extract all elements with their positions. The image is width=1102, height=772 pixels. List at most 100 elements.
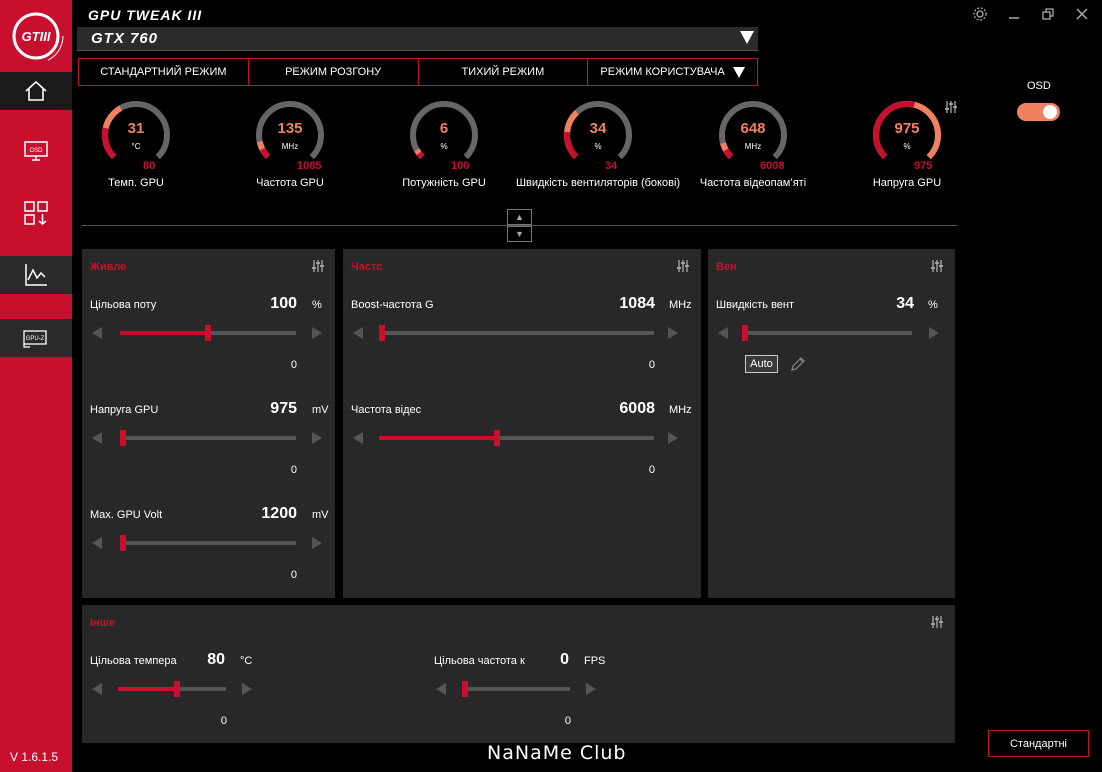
frequency-settings-icon[interactable] (676, 259, 690, 273)
fan-auto-button[interactable]: Auto (745, 355, 778, 373)
slider-decrease-arrow-icon[interactable] (353, 327, 363, 339)
slider-track[interactable] (742, 325, 912, 341)
slider-thumb[interactable] (120, 535, 126, 551)
gpuz-icon: GPU-Z (23, 330, 47, 348)
slider-fill (118, 687, 177, 691)
slider-value[interactable]: 80 (207, 651, 225, 668)
gauge-unit: MHz (281, 142, 299, 151)
mode-silent[interactable]: ТИХИЙ РЕЖИМ (418, 58, 589, 86)
window-controls (972, 6, 1090, 22)
slider-thumb[interactable] (742, 325, 748, 341)
gauge-ring (873, 101, 941, 169)
slider-increase-arrow-icon[interactable] (586, 683, 596, 695)
slider-row: Швидкість вент 34% (708, 295, 955, 389)
slider-decrease-arrow-icon[interactable] (92, 432, 102, 444)
expand-up-icon[interactable]: ▲ (507, 209, 532, 225)
slider-value[interactable]: 975 (270, 400, 297, 417)
other-panel-title: Інше (90, 617, 115, 629)
nav-monitor[interactable] (0, 256, 72, 294)
slider-value[interactable]: 6008 (619, 400, 655, 417)
slider-track[interactable] (120, 325, 296, 341)
slider-value[interactable]: 34 (896, 295, 914, 312)
slider-increase-arrow-icon[interactable] (242, 683, 252, 695)
restore-icon[interactable] (1040, 6, 1056, 22)
gauge-ring (409, 101, 478, 169)
power-panel: Живле Цільова поту 100% 0 Напруга GPU 975 mV 0… (82, 249, 335, 598)
slider-increase-arrow-icon[interactable] (312, 327, 322, 339)
minimize-icon[interactable] (1006, 6, 1022, 22)
slider-decrease-arrow-icon[interactable] (718, 327, 728, 339)
slider-fill (120, 331, 208, 335)
slider-unit: FPS (584, 655, 606, 667)
slider-decrease-arrow-icon[interactable] (353, 432, 363, 444)
osd-toggle[interactable] (1017, 103, 1060, 121)
slider-unit: % (928, 299, 938, 311)
slider-track[interactable] (462, 681, 570, 697)
slider-thumb[interactable] (205, 325, 211, 341)
slider-subvalue: 0 (290, 464, 297, 476)
gauge-label: Темп. GPU (108, 177, 164, 189)
slider-track[interactable] (379, 325, 654, 341)
slider-increase-arrow-icon[interactable] (668, 327, 678, 339)
slider-thumb[interactable] (174, 681, 180, 697)
settings-gear-icon[interactable] (972, 6, 988, 22)
slider-thumb[interactable] (120, 430, 126, 446)
gauge-3: 34% 34 (543, 96, 653, 196)
collapse-down-icon[interactable]: ▼ (507, 226, 532, 242)
slider-decrease-arrow-icon[interactable] (92, 683, 102, 695)
slider-increase-arrow-icon[interactable] (312, 537, 322, 549)
slider-increase-arrow-icon[interactable] (668, 432, 678, 444)
slider-subvalue: 0 (290, 359, 297, 371)
gauges-settings-icon[interactable] (944, 100, 958, 114)
slider-label: Цільова поту (90, 299, 157, 311)
slider-increase-arrow-icon[interactable] (312, 432, 322, 444)
gauge-max: 6008 (760, 160, 785, 172)
gauge-label: Напруга GPU (872, 177, 942, 189)
slider-value[interactable]: 1084 (619, 295, 655, 312)
slider-thumb[interactable] (462, 681, 468, 697)
slider-decrease-arrow-icon[interactable] (436, 683, 446, 695)
gauge-1: 135 MHz 1085 (235, 96, 345, 196)
slider-value[interactable]: 100 (270, 295, 297, 312)
gauge-ring (255, 101, 324, 169)
gauge-unit: % (903, 142, 911, 151)
slider-thumb[interactable] (494, 430, 500, 446)
osd-icon: OSD (24, 141, 48, 161)
nav-home[interactable] (0, 72, 72, 110)
mode-overclock[interactable]: РЕЖИМ РОЗГОНУ (248, 58, 419, 86)
slider-track[interactable] (120, 535, 296, 551)
close-icon[interactable] (1074, 6, 1090, 22)
slider-track[interactable] (120, 430, 296, 446)
slider-track[interactable] (118, 681, 226, 697)
gauge-value: 34 (589, 120, 607, 137)
edit-pencil-icon[interactable] (790, 356, 806, 372)
slider-track[interactable] (379, 430, 654, 446)
slider-decrease-arrow-icon[interactable] (92, 537, 102, 549)
slider-decrease-arrow-icon[interactable] (92, 327, 102, 339)
gauge-max: 34 (605, 160, 618, 172)
slider-increase-arrow-icon[interactable] (929, 327, 939, 339)
fan-settings-icon[interactable] (930, 259, 944, 273)
mode-user[interactable]: РЕЖИМ КОРИСТУВАЧА (588, 58, 758, 86)
gauge-label: Потужність GPU (402, 177, 486, 189)
nav-osd[interactable]: OSD (0, 132, 72, 170)
gauge-max: 80 (143, 160, 156, 172)
slider-thumb[interactable] (379, 325, 385, 341)
other-settings-icon[interactable] (930, 615, 944, 629)
frequency-panel-title: Частс (351, 261, 383, 273)
slider-value[interactable]: 0 (560, 651, 569, 668)
gauge-divider (82, 225, 957, 226)
gauge-unit: % (440, 142, 448, 151)
gpu-select-dropdown[interactable]: GTX 760 (77, 27, 758, 51)
slider-value[interactable]: 1200 (261, 505, 297, 522)
slider-label: Швидкість вент (716, 299, 795, 311)
gauge-label: Швидкість вентиляторів (бокові) (515, 177, 681, 189)
gauge-unit: % (594, 142, 602, 151)
mode-default[interactable]: СТАНДАРТНИЙ РЕЖИМ (78, 58, 249, 86)
slider-unit: mV (312, 509, 329, 521)
nav-gpuz[interactable]: GPU-Z (0, 319, 72, 357)
nav-apps[interactable] (0, 194, 72, 232)
defaults-button[interactable]: Стандартні (988, 730, 1089, 757)
slider-subvalue: 0 (290, 569, 297, 581)
power-settings-icon[interactable] (311, 259, 325, 273)
